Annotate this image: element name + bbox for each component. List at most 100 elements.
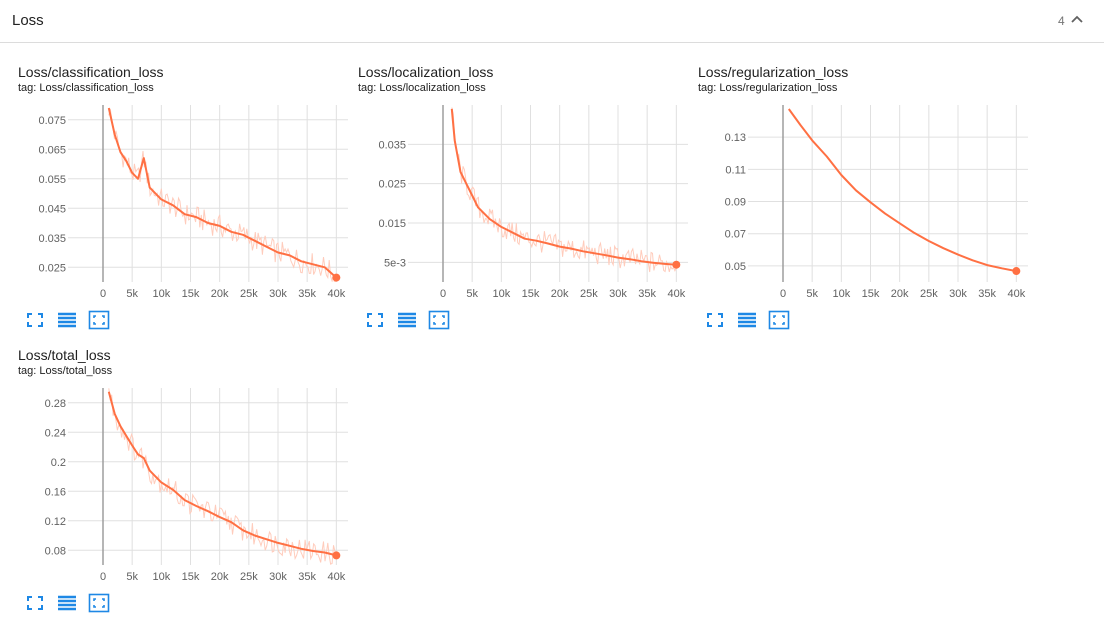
y-tick-label: 0.035 (38, 233, 66, 245)
x-tick-label: 10k (152, 571, 170, 583)
last-point-marker (332, 551, 341, 560)
x-tick-label: 20k (211, 571, 229, 583)
y-tick-label: 0.13 (725, 132, 746, 144)
y-tick-label: 0.05 (725, 261, 746, 273)
x-tick-label: 35k (298, 288, 316, 300)
y-tick-label: 0.09 (725, 197, 746, 209)
card-title: Loss/regularization_loss (698, 64, 849, 80)
x-tick-label: 25k (920, 288, 938, 300)
card-title: Loss/total_loss (18, 347, 111, 363)
x-tick-label: 0 (100, 571, 106, 583)
y-tick-label: 0.24 (45, 427, 66, 439)
x-tick-label: 10k (152, 288, 170, 300)
card-tag: tag: Loss/regularization_loss (698, 82, 838, 94)
x-tick-label: 25k (240, 288, 258, 300)
toggle-log-scale-icon[interactable] (56, 310, 78, 330)
y-tick-label: 0.08 (45, 545, 66, 557)
card-tag: tag: Loss/classification_loss (18, 82, 154, 94)
x-tick-label: 30k (269, 288, 287, 300)
x-tick-label: 40k (667, 288, 685, 300)
x-tick-label: 15k (522, 288, 540, 300)
y-tick-label: 0.28 (45, 398, 66, 410)
series-group (450, 107, 677, 273)
chart-card-localization-loss: Loss/localization_loss tag: Loss/localiz… (358, 64, 688, 334)
x-tick-label: 0 (780, 288, 786, 300)
section-header: Loss 4 (0, 0, 1104, 43)
fit-to-data-icon[interactable] (704, 310, 726, 330)
y-tick-label: 0.07 (725, 229, 746, 241)
y-tick-label: 0.025 (38, 262, 66, 274)
expand-chart-icon[interactable] (428, 310, 450, 330)
series-group (107, 388, 337, 565)
y-tick-label: 0.12 (45, 516, 66, 528)
last-point-marker (1012, 267, 1021, 276)
series-group (107, 107, 337, 282)
x-tick-label: 20k (891, 288, 909, 300)
card-tag: tag: Loss/localization_loss (358, 82, 486, 94)
smoothed-series-line (450, 108, 677, 266)
y-tick-label: 0.015 (378, 218, 406, 230)
y-tick-label: 0.025 (378, 179, 406, 191)
y-tick-label: 0.055 (38, 174, 66, 186)
y-tick-label: 0.075 (38, 115, 66, 127)
chart-card-total-loss: Loss/total_loss tag: Loss/total_loss 0.0… (18, 347, 348, 617)
smoothed-series-line (107, 391, 337, 557)
fit-to-data-icon[interactable] (24, 593, 46, 613)
line-chart[interactable]: 0.025 0.035 0.045 0.055 0.065 0.075 0 5k 10k 15k 2… (18, 97, 348, 302)
x-tick-label: 15k (182, 571, 200, 583)
line-chart[interactable]: 0.08 0.12 0.16 0.2 0.24 0.28 0 5k 10k 15k 20k 25k 30… (18, 380, 348, 585)
x-tick-label: 5k (806, 288, 818, 300)
y-tick-label: 0.2 (51, 457, 66, 469)
y-tick-label: 0.16 (45, 486, 66, 498)
section-title: Loss (12, 12, 44, 29)
x-tick-label: 5k (466, 288, 478, 300)
expand-chart-icon[interactable] (88, 593, 110, 613)
smoothed-series-line (787, 108, 1017, 273)
x-tick-label: 30k (609, 288, 627, 300)
y-tick-label: 0.045 (38, 203, 66, 215)
x-tick-label: 30k (269, 571, 287, 583)
x-tick-label: 35k (978, 288, 996, 300)
chart-toolbar (24, 593, 144, 615)
y-tick-label: 0.11 (725, 164, 746, 176)
toggle-log-scale-icon[interactable] (56, 593, 78, 613)
x-tick-label: 15k (862, 288, 880, 300)
x-tick-label: 5k (126, 288, 138, 300)
toggle-log-scale-icon[interactable] (396, 310, 418, 330)
y-tick-label: 0.065 (38, 144, 66, 156)
collapse-chevron-up-icon[interactable] (1069, 12, 1085, 28)
raw-series-line (108, 108, 337, 282)
chart-card-regularization-loss: Loss/regularization_loss tag: Loss/regul… (698, 64, 1028, 334)
fit-to-data-icon[interactable] (24, 310, 46, 330)
x-tick-label: 40k (327, 571, 345, 583)
x-tick-label: 35k (298, 571, 316, 583)
x-tick-label: 5k (126, 571, 138, 583)
series-group (787, 108, 1017, 273)
card-title: Loss/classification_loss (18, 64, 164, 80)
x-tick-label: 20k (211, 288, 229, 300)
toggle-log-scale-icon[interactable] (736, 310, 758, 330)
x-tick-label: 15k (182, 288, 200, 300)
card-title: Loss/localization_loss (358, 64, 494, 80)
x-tick-label: 30k (949, 288, 967, 300)
expand-chart-icon[interactable] (88, 310, 110, 330)
x-tick-label: 0 (440, 288, 446, 300)
x-tick-label: 40k (1007, 288, 1025, 300)
smoothed-series-line (107, 107, 337, 279)
fit-to-data-icon[interactable] (364, 310, 386, 330)
expand-chart-icon[interactable] (768, 310, 790, 330)
chart-card-classification-loss: Loss/classification_loss tag: Loss/class… (18, 64, 348, 334)
line-chart[interactable]: 5e-3 0.015 0.025 0.035 0 5k 10k 15k 20k 25k 30k 35k… (358, 97, 688, 302)
x-tick-label: 25k (580, 288, 598, 300)
y-tick-label: 5e-3 (384, 257, 406, 269)
x-tick-label: 25k (240, 571, 258, 583)
x-tick-label: 10k (492, 288, 510, 300)
chart-count-badge: 4 (1058, 14, 1065, 28)
last-point-marker (672, 260, 681, 269)
line-chart[interactable]: 0.05 0.07 0.09 0.11 0.13 0 5k 10k 15k 20k 25k 30k 35… (698, 97, 1028, 302)
x-tick-label: 40k (327, 288, 345, 300)
raw-series-line (451, 107, 677, 273)
x-tick-label: 20k (551, 288, 569, 300)
y-tick-label: 0.035 (378, 139, 406, 151)
chart-toolbar (704, 310, 824, 332)
